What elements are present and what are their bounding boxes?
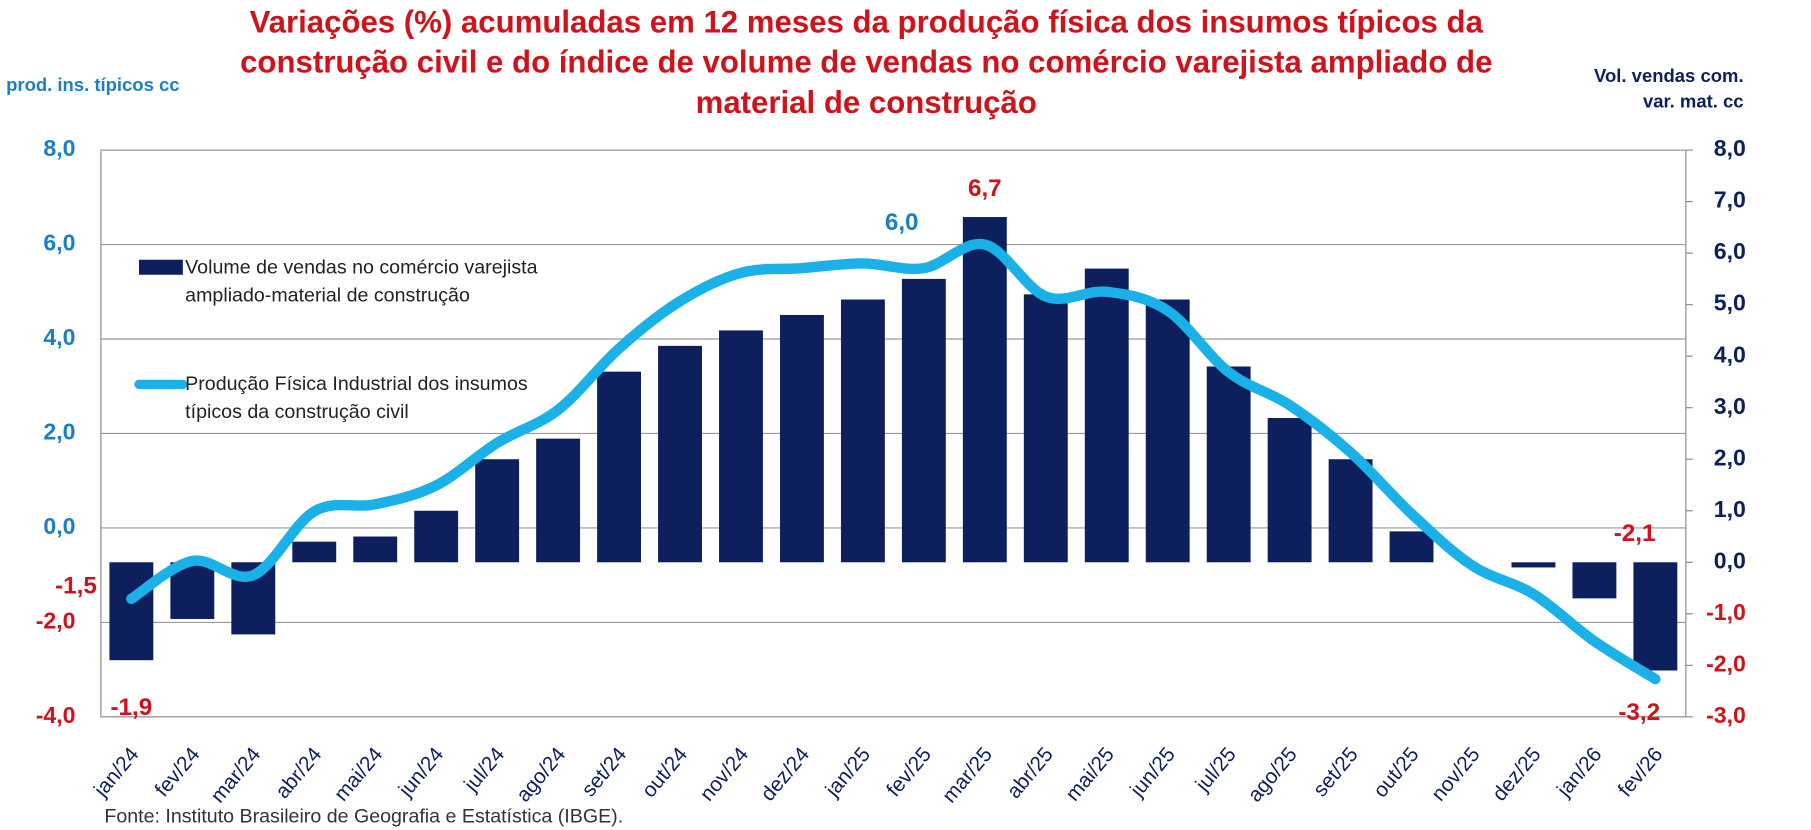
y2-tick-label: 7,0 [1714, 187, 1746, 213]
x-tick-label: ago/25 [1243, 743, 1301, 806]
x-tick-label: jan/24 [89, 743, 144, 802]
bar [1389, 531, 1434, 563]
x-tick-label: nov/25 [1427, 743, 1485, 806]
line [126, 238, 1661, 685]
y-axis-title: prod. ins. típicos cc [6, 76, 180, 96]
x-tick-label: dez/24 [756, 743, 814, 806]
data-label: 6,0 [885, 209, 919, 236]
bar [1328, 459, 1373, 563]
bar [901, 278, 946, 563]
x-tick-label: mar/25 [938, 743, 997, 807]
y-tick-label: 8,0 [43, 135, 75, 161]
bar [1084, 268, 1129, 563]
bar [109, 562, 154, 661]
legend-label: Produção Física Industrial dos insumos t… [185, 372, 528, 423]
data-label: 6,7 [968, 175, 1002, 202]
x-tick-label: jan/26 [1552, 743, 1607, 802]
y2-tick-label: 1,0 [1714, 496, 1746, 522]
x-tick-label: out/25 [1369, 743, 1424, 802]
x-tick-label: jun/25 [1125, 743, 1180, 802]
y2-tick-label: 4,0 [1714, 341, 1746, 367]
title-box: Variações (%) acumuladas em 12 meses da … [240, 4, 1493, 121]
y2-label-box: Vol. vendas com. var. mat. cc [1594, 66, 1744, 112]
y2-tick-label: 3,0 [1714, 393, 1746, 419]
bar [1267, 418, 1312, 563]
x-tick-label: out/24 [637, 743, 692, 802]
y-tick-label: -4,0 [36, 702, 76, 728]
y2-tick-label: -1,0 [1706, 599, 1746, 625]
x-tick-label: mai/25 [1061, 743, 1119, 806]
y-label-box: prod. ins. típicos cc [6, 76, 180, 96]
bar [779, 314, 824, 563]
bar [1633, 562, 1678, 671]
bar [1023, 294, 1068, 563]
bar [719, 330, 763, 563]
bar [1145, 299, 1190, 563]
y2-tick-label: -3,0 [1706, 702, 1746, 728]
x-tick-label: abr/25 [1002, 743, 1057, 803]
legend-box: Produção Física Industrial dos insumos t… [185, 372, 528, 423]
x-tick-label: fev/26 [1614, 743, 1668, 801]
bar [536, 438, 581, 563]
x-tick-label: mai/24 [330, 743, 388, 806]
x-tick-label: jul/25 [1191, 743, 1241, 797]
y2-tick-label: 8,0 [1714, 135, 1746, 161]
y-tick-label: 4,0 [43, 324, 75, 350]
x-tick-label: set/25 [1309, 743, 1363, 801]
y2-tick-label: 6,0 [1714, 238, 1746, 264]
y2-tick-label: 5,0 [1714, 290, 1746, 316]
x-tick-label: mar/24 [206, 743, 265, 807]
x-tick-label: dez/25 [1488, 743, 1546, 806]
y-tick-label: -2,0 [36, 607, 76, 633]
data-label: -1,5 [55, 573, 97, 600]
bar [1572, 562, 1617, 599]
bar [292, 541, 337, 563]
x-tick-label: fev/25 [882, 743, 936, 801]
bar [1206, 366, 1251, 563]
y2-tick-label: 2,0 [1714, 444, 1746, 470]
bar [475, 459, 520, 563]
y2-tick-label: -2,0 [1706, 650, 1746, 676]
x-tick-label: jun/24 [394, 743, 449, 802]
x-tick-label: jul/24 [459, 743, 509, 797]
y-tick-label: 6,0 [43, 230, 75, 256]
legend-label: Volume de vendas no comércio varejista a… [185, 256, 538, 306]
x-tick-label: set/24 [577, 743, 631, 801]
y-tick-label: 0,0 [43, 513, 75, 539]
y2-axis-title: Vol. vendas com. var. mat. cc [1594, 66, 1744, 112]
x-tick-label: fev/24 [151, 743, 205, 801]
data-label: -2,1 [1614, 520, 1656, 547]
data-label: -3,2 [1618, 699, 1660, 726]
bar [1511, 562, 1556, 568]
y2-tick-label: 0,0 [1714, 547, 1746, 573]
y-tick-label: 2,0 [43, 419, 75, 445]
x-tick-label: ago/24 [512, 743, 570, 806]
data-label: -1,9 [110, 694, 152, 721]
x-tick-label: abr/24 [271, 743, 326, 803]
bar [353, 536, 398, 563]
bar [597, 371, 642, 563]
bar [840, 299, 885, 563]
bar [414, 510, 459, 563]
legend-swatch [138, 259, 183, 275]
bar [962, 217, 1007, 563]
x-tick-label: nov/24 [695, 743, 753, 806]
bar [658, 345, 702, 563]
legend-box: Volume de vendas no comércio varejista a… [185, 256, 538, 306]
source: Fonte: Instituto Brasileiro de Geografia… [104, 805, 623, 827]
x-tick-label: jan/25 [820, 743, 875, 802]
chart-title: Variações (%) acumuladas em 12 meses da … [240, 4, 1493, 121]
